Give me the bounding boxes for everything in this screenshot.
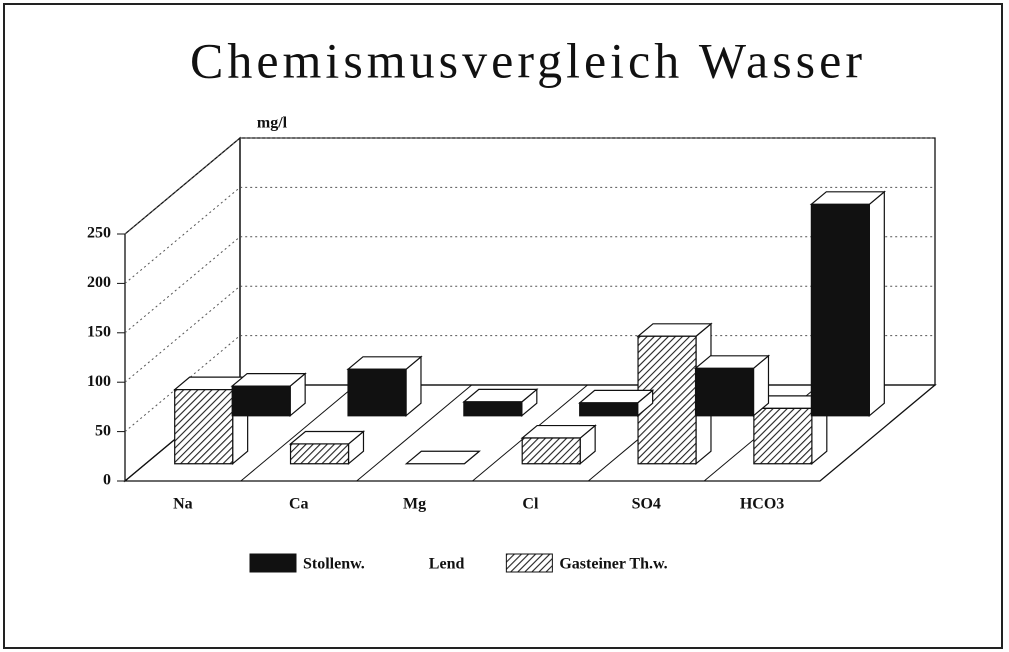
floor-divider xyxy=(240,384,357,482)
y-tick-label: 250 xyxy=(87,225,111,242)
y-axis-label: mg/l xyxy=(257,115,288,132)
y-tick-label: 200 xyxy=(87,274,111,291)
bar xyxy=(578,389,655,418)
legend-swatch xyxy=(249,553,297,573)
chart-title: Chemismusvergleich Wasser xyxy=(190,32,866,88)
bar xyxy=(693,354,771,418)
bar xyxy=(809,190,886,418)
y-tick-label: 50 xyxy=(95,422,111,439)
x-tick-label: SO4 xyxy=(632,496,661,513)
bar-front xyxy=(753,407,813,465)
x-tick-label: Na xyxy=(173,496,193,513)
bar-front xyxy=(231,385,291,417)
bar xyxy=(404,450,481,465)
bar-front xyxy=(347,368,407,417)
bar-front xyxy=(463,401,523,417)
legend-label: Stollenw. Lend xyxy=(303,556,464,573)
frame xyxy=(3,3,1003,649)
legend-swatch xyxy=(505,553,553,573)
legend-label: Gasteiner Th.w. xyxy=(559,556,667,573)
y-tick-label: 0 xyxy=(103,472,111,489)
bar xyxy=(462,388,539,418)
y-tick-label: 150 xyxy=(87,323,111,340)
bar-front xyxy=(174,389,234,465)
bar-front xyxy=(289,443,350,465)
bar-front xyxy=(579,402,639,417)
bar-top xyxy=(404,450,481,465)
bar xyxy=(520,424,597,466)
x-tick-label: HCO3 xyxy=(740,496,784,513)
bar-front xyxy=(637,335,697,465)
y-tick-label: 100 xyxy=(87,373,111,390)
bar-front xyxy=(810,203,870,417)
bar-side xyxy=(868,190,885,418)
x-tick-label: Cl xyxy=(522,496,539,513)
x-tick-label: Mg xyxy=(403,496,426,513)
floor-divider xyxy=(356,384,472,482)
bar-front xyxy=(694,367,755,417)
bar xyxy=(230,372,307,418)
bar-front xyxy=(521,437,581,465)
bar xyxy=(346,355,423,418)
bar xyxy=(288,430,366,466)
x-tick-label: Ca xyxy=(289,496,309,513)
